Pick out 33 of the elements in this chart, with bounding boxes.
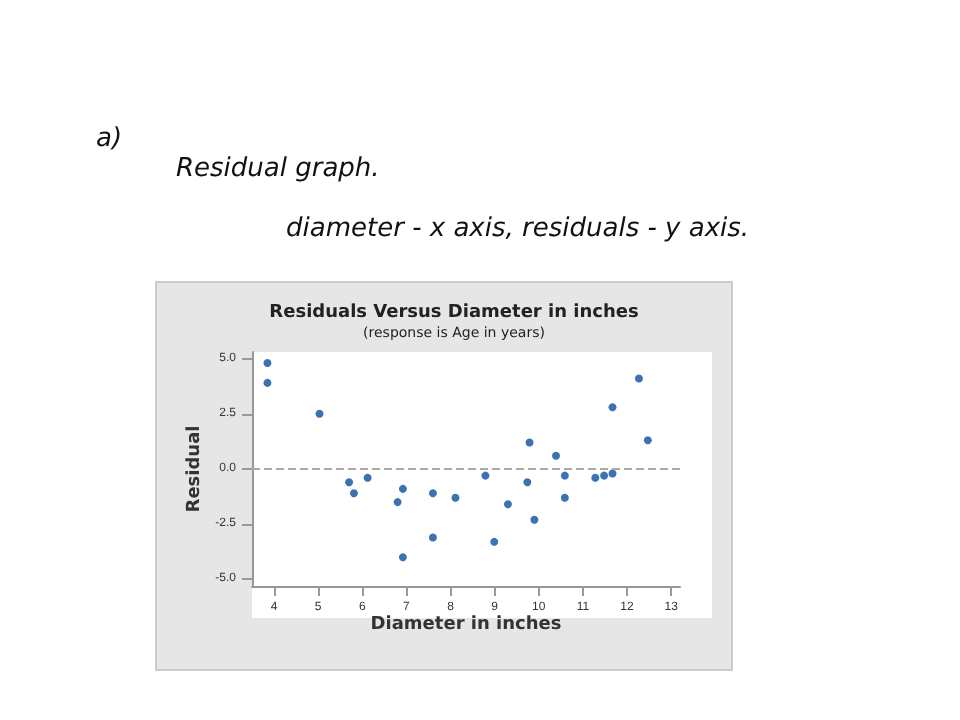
point	[525, 438, 534, 447]
text: Residual graph.	[176, 154, 380, 184]
point	[634, 374, 643, 383]
point	[263, 378, 272, 387]
point	[560, 493, 569, 502]
point	[552, 451, 561, 460]
point	[363, 473, 372, 482]
point	[503, 500, 512, 509]
point	[481, 471, 490, 480]
point	[398, 553, 407, 562]
point	[428, 533, 437, 542]
point	[608, 403, 617, 412]
point	[345, 478, 354, 487]
text: diameter - x axis, residuals - y axis.	[286, 214, 750, 244]
point	[643, 436, 652, 445]
point	[591, 473, 600, 482]
point	[393, 498, 402, 507]
y-axis-title: Residual	[185, 425, 205, 513]
point	[349, 489, 358, 498]
point	[398, 484, 407, 493]
chart-title: Residuals Versus Diameter in inches	[269, 303, 639, 323]
point	[523, 478, 532, 487]
text: a)	[96, 124, 123, 154]
point	[263, 359, 272, 368]
point	[315, 409, 324, 418]
point	[600, 471, 609, 480]
point	[608, 469, 617, 478]
point	[428, 489, 437, 498]
point	[560, 471, 569, 480]
point	[451, 493, 460, 502]
point	[490, 537, 499, 546]
x-axis-title: Diameter in inches	[370, 614, 562, 635]
point	[530, 515, 539, 524]
